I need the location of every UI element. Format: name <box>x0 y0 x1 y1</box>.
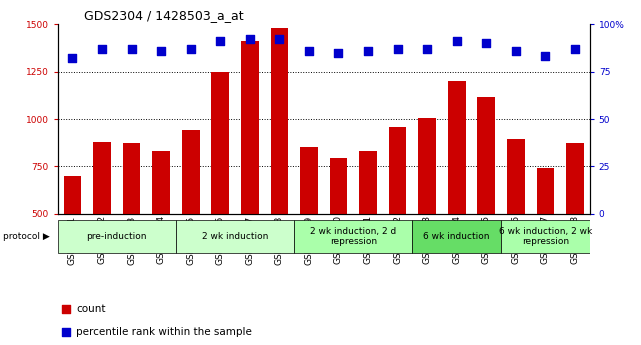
Point <box>540 53 551 59</box>
Bar <box>448 81 465 309</box>
Point <box>481 40 492 46</box>
Text: protocol ▶: protocol ▶ <box>3 232 50 241</box>
Bar <box>537 168 554 309</box>
Bar <box>501 220 590 253</box>
Bar <box>329 158 347 309</box>
Point <box>274 37 285 42</box>
Bar <box>412 220 501 253</box>
Point <box>392 46 403 51</box>
Bar <box>300 148 318 309</box>
Point <box>60 306 71 312</box>
Point <box>245 37 255 42</box>
Bar <box>419 118 436 309</box>
Point <box>304 48 314 53</box>
Text: 2 wk induction: 2 wk induction <box>202 232 268 241</box>
Bar <box>58 220 176 253</box>
Bar <box>359 151 377 309</box>
Bar <box>388 127 406 309</box>
Bar <box>241 41 259 309</box>
Bar <box>93 142 111 309</box>
Text: percentile rank within the sample: percentile rank within the sample <box>76 327 252 337</box>
Text: 2 wk induction, 2 d
repression: 2 wk induction, 2 d repression <box>310 227 396 246</box>
Point <box>363 48 373 53</box>
Point <box>156 48 166 53</box>
Point <box>126 46 137 51</box>
Point <box>60 329 71 334</box>
Bar <box>566 143 584 309</box>
Point <box>97 46 107 51</box>
Bar <box>212 71 229 309</box>
Bar <box>153 151 170 309</box>
Point <box>570 46 580 51</box>
Bar <box>294 220 412 253</box>
Bar <box>271 28 288 309</box>
Point <box>186 46 196 51</box>
Point <box>333 50 344 55</box>
Text: count: count <box>76 304 106 314</box>
Text: GDS2304 / 1428503_a_at: GDS2304 / 1428503_a_at <box>85 9 244 22</box>
Point <box>451 38 462 44</box>
Point <box>511 48 521 53</box>
Bar <box>176 220 294 253</box>
Text: pre-induction: pre-induction <box>87 232 147 241</box>
Bar <box>478 97 495 309</box>
Bar <box>182 130 199 309</box>
Point <box>215 38 226 44</box>
Text: 6 wk induction: 6 wk induction <box>424 232 490 241</box>
Bar <box>63 176 81 309</box>
Bar <box>507 139 525 309</box>
Point <box>422 46 432 51</box>
Point <box>67 56 78 61</box>
Bar <box>122 143 140 309</box>
Text: 6 wk induction, 2 wk
repression: 6 wk induction, 2 wk repression <box>499 227 592 246</box>
